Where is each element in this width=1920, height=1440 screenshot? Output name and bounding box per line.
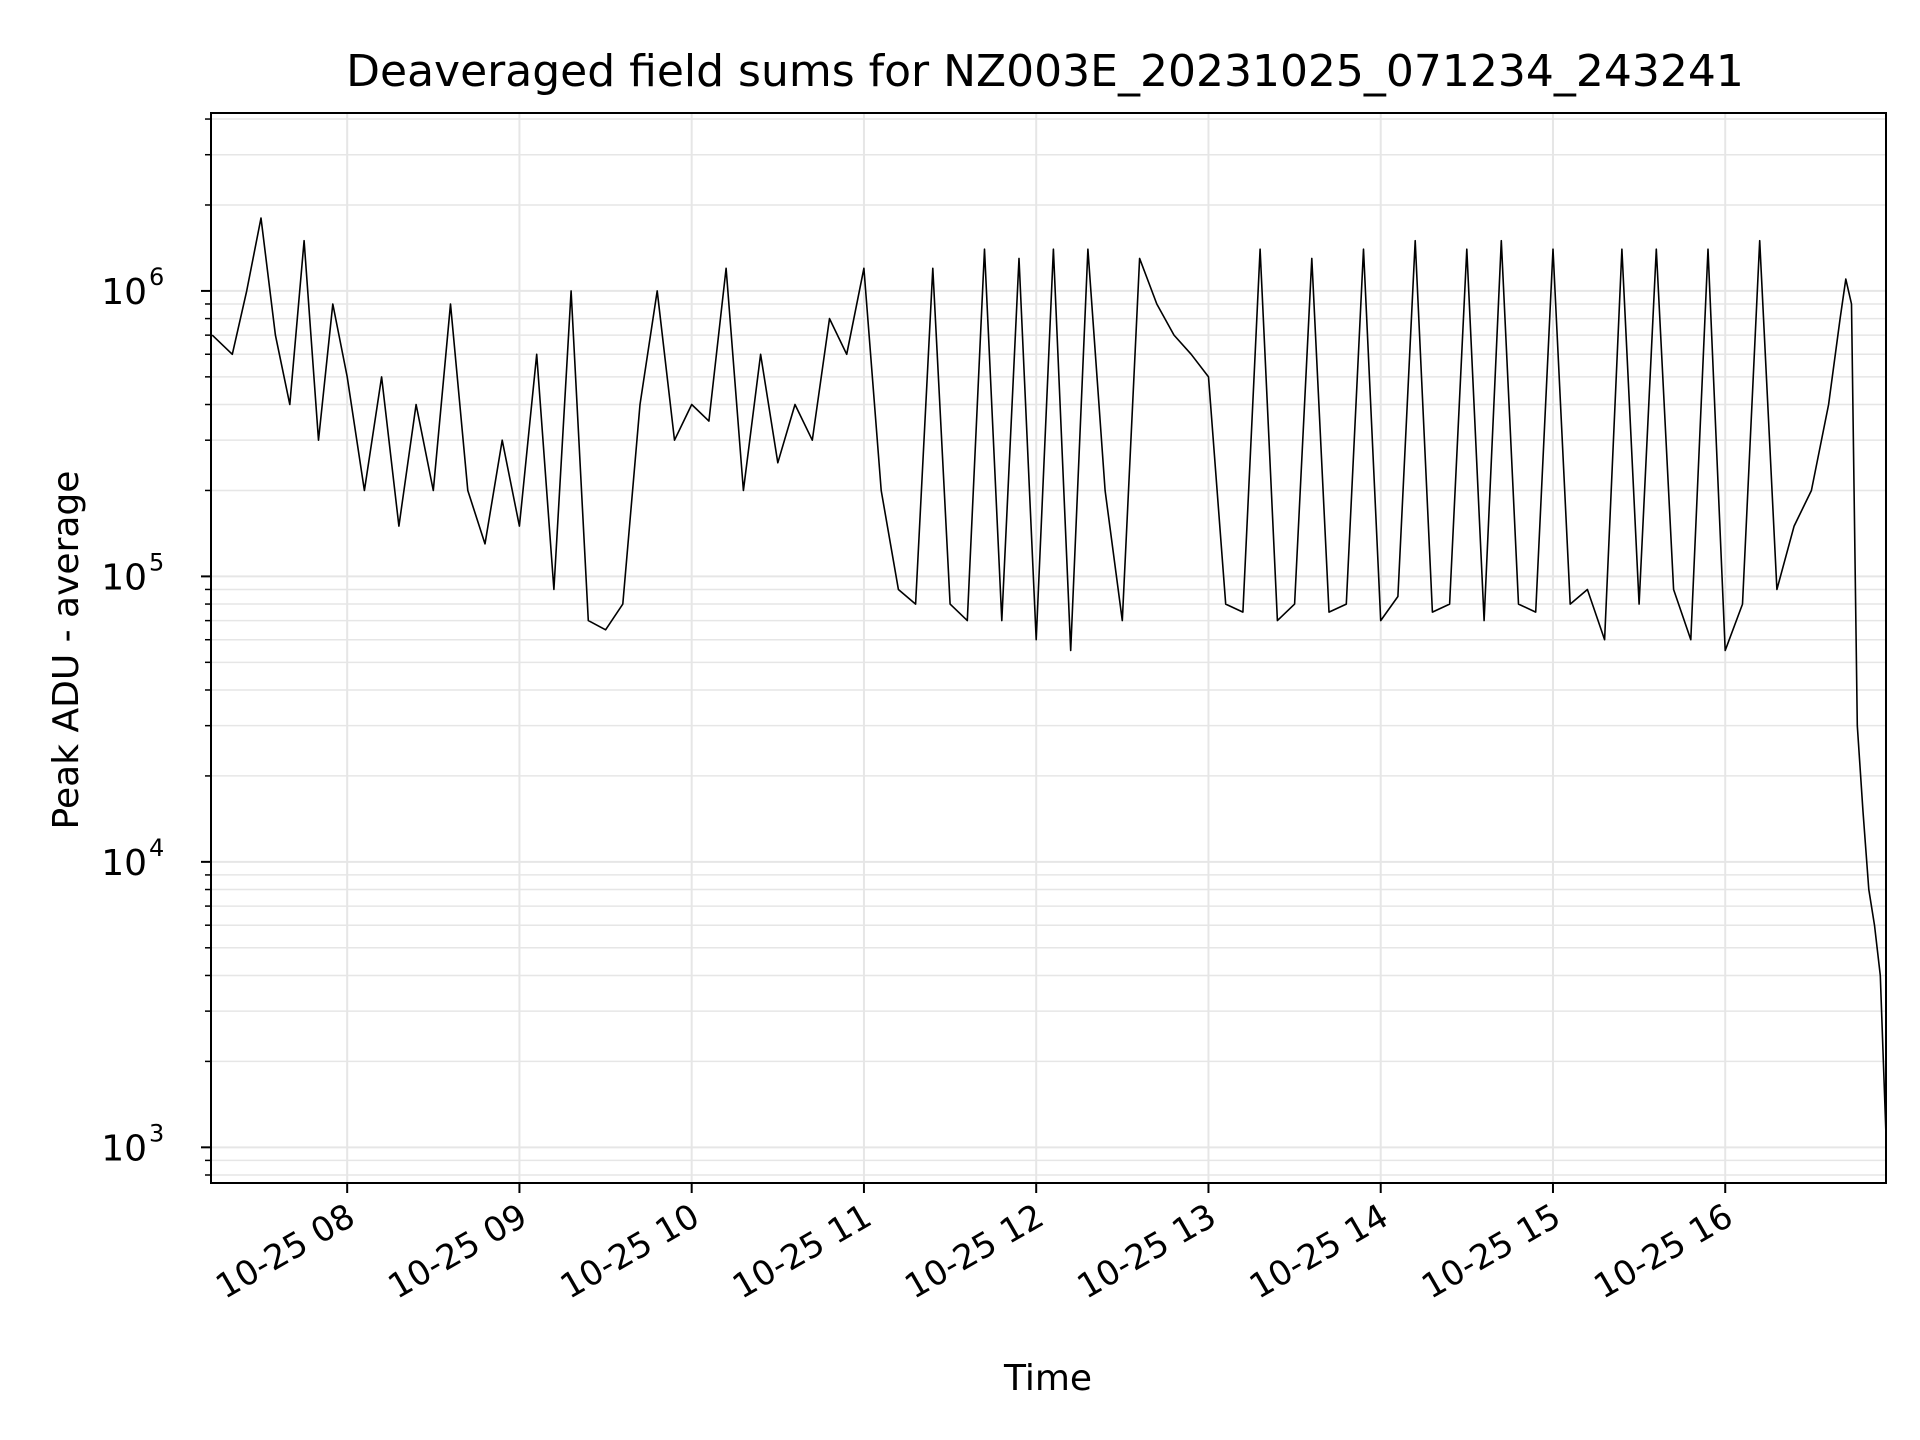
plot-frame [210, 112, 1887, 1184]
y-tick-label: 10 5 [101, 548, 164, 598]
y-tick-label-exponent: 6 [149, 263, 164, 291]
y-tick-label-base: 10 [101, 272, 147, 313]
y-tick-label-exponent: 3 [149, 1119, 164, 1147]
y-tick-label-exponent: 5 [149, 548, 164, 576]
series [211, 217, 1887, 1136]
y-axis-label: Peak ADU - average [46, 471, 87, 830]
y-tick-label-base: 10 [101, 1128, 147, 1169]
y-tick-label-base: 10 [101, 843, 147, 884]
chart-title: Deaveraged field sums for NZ003E_2023102… [346, 46, 1744, 97]
y-tick-label: 10 6 [101, 263, 164, 313]
y-tick-label-base: 10 [101, 557, 147, 598]
y-tick-label: 10 4 [101, 834, 164, 884]
series-line [211, 217, 1887, 1136]
x-axis-label: Time [1003, 1358, 1092, 1399]
y-tick-label-exponent: 4 [149, 834, 164, 862]
y-tick-label: 10 3 [101, 1119, 164, 1169]
